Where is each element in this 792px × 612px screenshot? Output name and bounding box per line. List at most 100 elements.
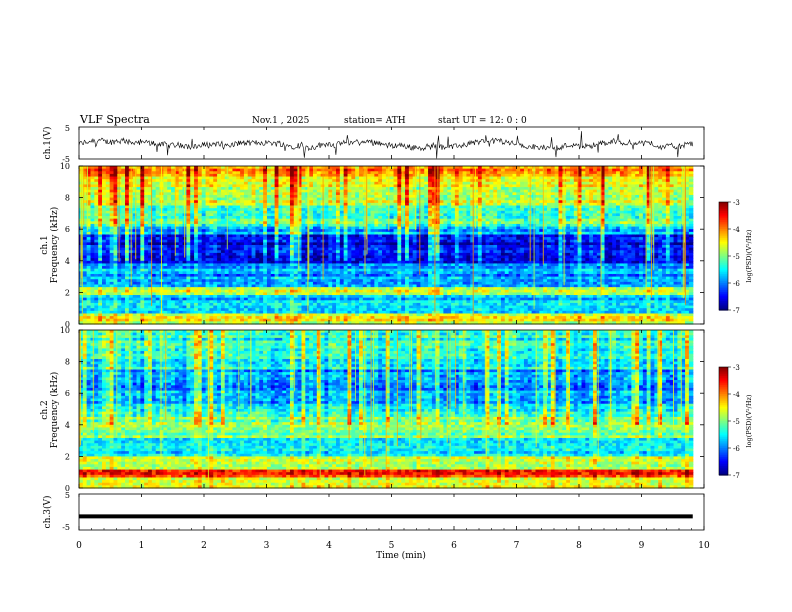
- spectrogram-cell: [263, 237, 268, 241]
- spectrogram-cell: [144, 255, 149, 259]
- spectrogram-cell: [121, 287, 126, 291]
- spectrogram-cell: [117, 305, 122, 309]
- spectrogram-cell: [282, 258, 287, 262]
- spectrogram-cell: [293, 184, 299, 188]
- spectrogram-cell: [82, 316, 88, 320]
- spectrogram-cell: [359, 313, 364, 317]
- spectrogram-cell: [94, 302, 99, 307]
- spectrogram-cell: [259, 168, 264, 172]
- spectrogram-cell: [297, 258, 303, 262]
- spectrogram-cell: [301, 221, 306, 225]
- spectrogram-cell: [174, 281, 180, 286]
- spectrogram-cell: [86, 181, 92, 186]
- spectrogram-cell: [255, 176, 260, 180]
- spectrogram-cell: [140, 184, 145, 188]
- spectrogram-cell: [102, 192, 107, 196]
- spectrogram-cell: [182, 295, 188, 299]
- spectrogram-cell: [90, 210, 95, 214]
- spectrogram-cell: [324, 258, 329, 262]
- spectrogram-cell: [251, 218, 257, 222]
- spectrogram-cell: [94, 260, 99, 265]
- spectrogram-cell: [282, 289, 287, 293]
- spectrogram-cell: [94, 308, 99, 312]
- spectrogram-cell: [186, 181, 191, 186]
- spectrogram-cell: [243, 168, 249, 172]
- spectrogram-cell: [171, 313, 176, 317]
- spectrogram-cell: [266, 276, 272, 280]
- spectrogram-cell: [324, 273, 329, 278]
- spectrogram-cell: [194, 279, 199, 283]
- spectrogram-cell: [190, 247, 195, 251]
- spectrogram-cell: [328, 179, 333, 183]
- spectrogram-cell: [255, 242, 260, 246]
- spectrogram-cell: [132, 247, 138, 251]
- spectrogram-cell: [155, 279, 161, 283]
- spectrogram-cell: [328, 250, 333, 254]
- spectrogram-cell: [171, 316, 176, 320]
- spectrogram-cell: [105, 223, 111, 228]
- spectrogram-cell: [209, 310, 214, 315]
- spectrogram-cell: [205, 239, 211, 243]
- spectrogram-cell: [309, 263, 314, 267]
- spectrogram-cell: [163, 300, 168, 304]
- spectrogram-cell: [366, 184, 372, 188]
- spectrogram-cell: [282, 184, 287, 188]
- spectrogram-cell: [251, 173, 257, 178]
- spectrogram-cell: [232, 308, 237, 312]
- spectrogram-cell: [167, 216, 172, 220]
- spectrogram-cell: [347, 305, 352, 309]
- spectrogram-cell: [309, 321, 314, 325]
- spectrogram-cell: [94, 276, 99, 280]
- spectrogram-cell: [194, 168, 199, 172]
- spectrogram-cell: [194, 295, 199, 299]
- spectrogram-cell: [328, 316, 333, 320]
- spectrogram-cell: [312, 187, 318, 191]
- spectrogram-cell: [270, 205, 276, 209]
- spectrogram-cell: [190, 192, 195, 196]
- spectrogram-cell: [247, 271, 253, 275]
- spectrogram-cell: [316, 266, 322, 270]
- spectrogram-cell: [79, 321, 84, 325]
- spectrogram-cell: [286, 292, 291, 296]
- spectrogram-cell: [86, 258, 92, 262]
- spectrogram-cell: [255, 252, 260, 257]
- spectrogram-cell: [355, 279, 360, 283]
- spectrogram-cell: [186, 208, 191, 212]
- spectrogram-cell: [140, 208, 145, 212]
- spectrogram-cell: [132, 229, 138, 233]
- spectrogram-cell: [113, 268, 118, 272]
- spectrogram-cell: [243, 187, 249, 191]
- spectrogram-cell: [259, 295, 264, 299]
- spectrogram-cell: [312, 171, 318, 175]
- spectrogram-cell: [82, 229, 88, 233]
- spectrogram-cell: [312, 247, 318, 251]
- spectrogram-cell: [351, 192, 356, 196]
- spectrogram-cell: [286, 252, 291, 257]
- spectrogram-cell: [144, 276, 149, 280]
- spectrogram-cell: [167, 297, 172, 301]
- spectrogram-cell: [293, 271, 299, 275]
- spectrogram-cell: [282, 242, 287, 246]
- spectrogram-cell: [113, 258, 118, 262]
- spectrogram-cell: [332, 218, 337, 222]
- spectrogram-cell: [251, 242, 257, 246]
- spectrogram-cell: [247, 247, 253, 251]
- spectrogram-cell: [309, 194, 314, 199]
- spectrogram-cell: [282, 308, 287, 312]
- spectrogram-cell: [197, 184, 203, 188]
- spectrogram-cell: [263, 273, 268, 278]
- spectrogram-cell: [98, 216, 103, 220]
- spectrogram-cell: [174, 166, 180, 170]
- spectrogram-cell: [255, 221, 260, 225]
- spectrogram-cell: [209, 284, 214, 288]
- spectrogram-cell: [148, 297, 153, 301]
- spectrogram-cell: [94, 168, 99, 172]
- spectrogram-cell: [343, 242, 349, 246]
- spectrogram-cell: [270, 258, 276, 262]
- spectrogram-cell: [251, 192, 257, 196]
- spectrogram-cell: [136, 260, 141, 265]
- spectrogram-cell: [113, 226, 118, 230]
- spectrogram-cell: [140, 284, 145, 288]
- spectrogram-cell: [194, 210, 199, 214]
- spectrogram-cell: [105, 166, 111, 170]
